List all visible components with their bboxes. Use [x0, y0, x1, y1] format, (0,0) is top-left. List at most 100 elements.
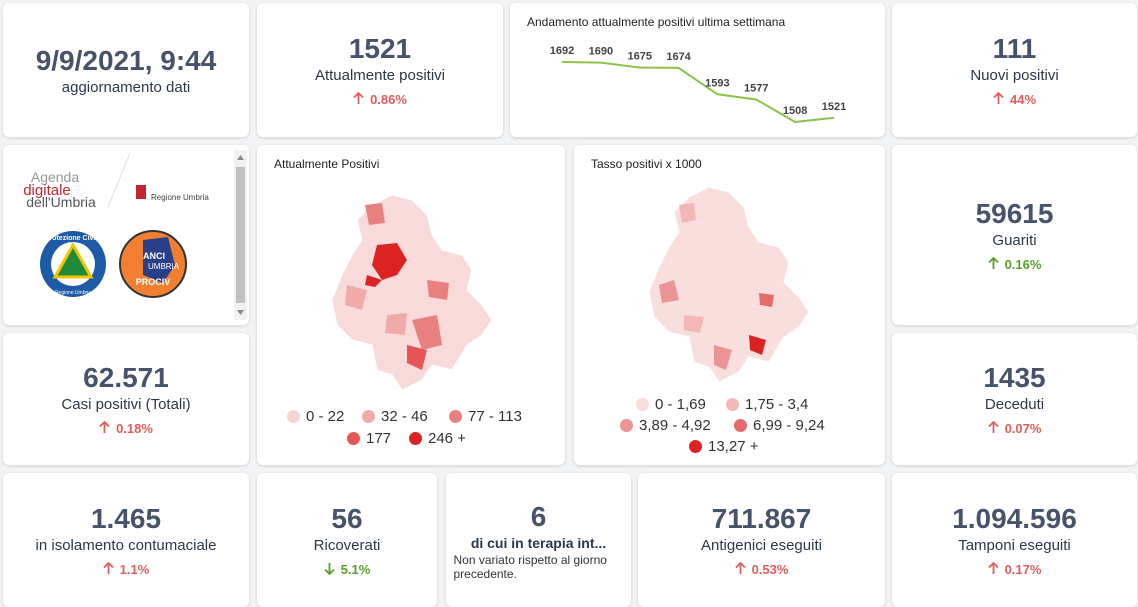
district — [365, 203, 385, 225]
logo-text: Protezione Civile — [45, 235, 102, 242]
change-text: 0.16% — [1004, 257, 1042, 272]
legend-item: 13,27 + — [689, 438, 758, 455]
legend-label: 32 - 46 — [381, 408, 428, 425]
change-text: 0.86% — [370, 92, 407, 107]
district — [759, 293, 774, 307]
legend-label: 1,75 - 3,4 — [745, 396, 809, 413]
sparkline: 1692 1690 1675 1674 1593 1577 1508 1521 — [550, 45, 846, 124]
legend-swatch — [362, 410, 375, 423]
district — [679, 203, 696, 223]
logos-card: Agenda digitale dell'Umbria Regione Umbr… — [3, 145, 249, 325]
legend-swatch — [620, 419, 633, 432]
logo-text: PROCIV — [136, 277, 171, 287]
card: 1.465 in isolamento contumaciale 1.1% — [3, 473, 249, 607]
change-text: 0.07% — [1004, 421, 1042, 436]
data-label: 1577 — [744, 83, 768, 95]
arrow — [324, 562, 335, 575]
arrow-icon — [987, 256, 999, 269]
data-label: 1521 — [822, 101, 846, 113]
card: 1.094.596 Tamponi eseguiti 0.17% — [892, 473, 1137, 607]
change: 0.53% — [734, 561, 788, 578]
card: 6 di cui in terapia int... Non variato r… — [446, 473, 631, 607]
legend-swatch — [449, 410, 462, 423]
legend-label: 13,27 + — [708, 438, 759, 455]
change: 0.18% — [99, 420, 153, 437]
legend-label: 6,99 - 9,24 — [753, 417, 825, 434]
district — [427, 280, 449, 300]
label: Attualmente positivi — [314, 66, 446, 84]
trend-card: Andamento attualmente positivi ultima se… — [510, 3, 885, 137]
logo-text: dell'Umbria — [26, 194, 96, 210]
label: Ricoverati — [313, 536, 381, 554]
label: aggiornamento dati — [61, 78, 191, 96]
value: 111 — [992, 32, 1037, 64]
legend-item: 32 - 46 — [362, 408, 428, 425]
label: Guariti — [992, 231, 1037, 249]
arrow-icon — [99, 420, 110, 433]
arrow-icon — [103, 561, 114, 574]
data-label: 1692 — [550, 45, 574, 57]
scroll-down[interactable] — [237, 310, 244, 315]
legend-swatch — [689, 440, 702, 453]
value: 9/9/2021, 9:44 — [35, 44, 217, 76]
change: 0.07% — [987, 420, 1042, 437]
district — [714, 345, 732, 370]
data-label: 1593 — [705, 77, 729, 89]
value: 1435 — [983, 361, 1046, 393]
arrow — [987, 256, 999, 269]
card: 711.867 Antigenici eseguiti 0.53% — [638, 473, 885, 607]
card: 111 Nuovi positivi 44% — [892, 3, 1137, 137]
legend-swatch — [734, 419, 747, 432]
arrow-icon — [734, 561, 746, 574]
value: 56 — [331, 502, 363, 534]
value: 1521 — [348, 32, 412, 64]
legend-label: 177 — [366, 430, 392, 447]
legend-swatch — [347, 432, 360, 445]
label: Casi positivi (Totali) — [61, 395, 191, 413]
legend-label: 246 + — [428, 430, 466, 447]
arrow-icon — [987, 420, 999, 433]
logo-text: ANCI — [143, 251, 165, 261]
card: 9/9/2021, 9:44 aggiornamento dati — [3, 3, 249, 137]
change-text: 0.17% — [1004, 562, 1042, 577]
arrow — [734, 561, 746, 574]
legend-swatch — [287, 410, 300, 423]
legend-label: 0 - 22 — [306, 408, 345, 425]
district — [684, 315, 704, 333]
legend-item: 177 — [347, 430, 391, 447]
label: di cui in terapia int... — [470, 535, 607, 551]
data-label: 1675 — [627, 51, 651, 63]
legend-item: 77 - 113 — [449, 408, 522, 425]
legend-item: 246 + — [409, 430, 466, 447]
logo-text: Regione Umbria — [55, 290, 91, 296]
arrow — [353, 91, 364, 104]
scroll-up[interactable] — [237, 155, 244, 160]
change: 0.16% — [987, 256, 1042, 273]
scroll-thumb[interactable] — [236, 167, 245, 303]
arrow — [103, 561, 114, 574]
card: 56 Ricoverati 5.1% — [257, 473, 437, 607]
logo-text: Regione Umbria — [151, 193, 209, 202]
label: Tamponi eseguiti — [958, 536, 1071, 554]
card: 1435 Deceduti 0.07% — [892, 333, 1137, 465]
value: 711.867 — [711, 502, 812, 534]
card: 59615 Guariti 0.16% — [892, 145, 1137, 325]
district — [749, 335, 766, 355]
arrow — [99, 420, 110, 433]
value: 6 — [530, 501, 547, 532]
change: 5.1% — [324, 562, 370, 578]
district — [407, 345, 427, 370]
legend-item: 3,89 - 4,92 — [620, 417, 711, 434]
logo-icon — [143, 237, 175, 283]
legend-item: 1,75 - 3,4 — [726, 396, 808, 413]
change: 0.17% — [987, 561, 1042, 578]
map-title: Attualmente Positivi — [274, 157, 380, 171]
legend-item: 0 - 1,69 — [636, 396, 706, 413]
value: 59615 — [975, 197, 1054, 229]
arrow — [993, 91, 1004, 104]
logo-icon — [136, 185, 146, 199]
map-title: Tasso positivi x 1000 — [591, 157, 702, 171]
district — [365, 275, 382, 287]
logo-icon — [52, 241, 94, 279]
